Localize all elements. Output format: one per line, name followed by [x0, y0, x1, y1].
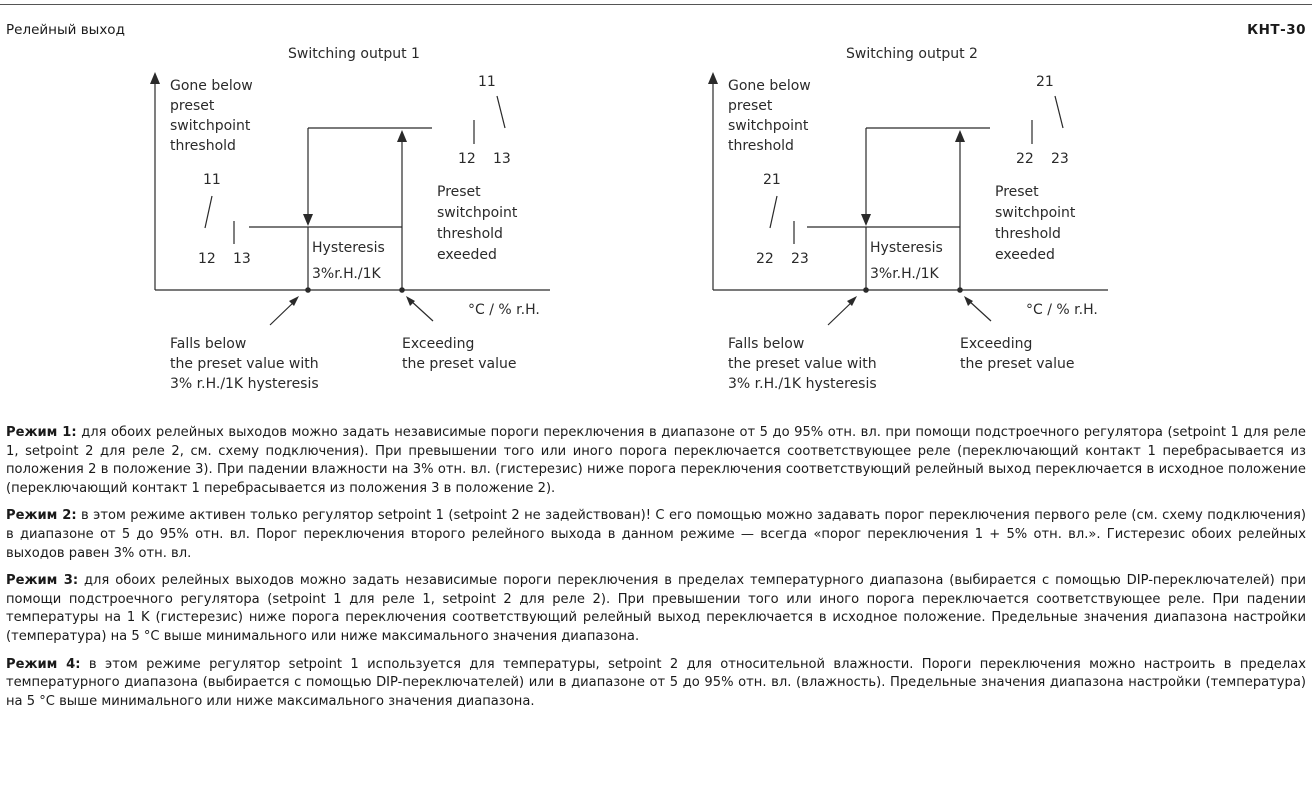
gone-below-line-1: Gone below — [170, 78, 253, 94]
mode-paragraph-1: Режим 1: для обоих релейных выходов можн… — [6, 424, 1306, 498]
contact-switch-right — [1054, 95, 1064, 129]
preset-exceeded-line-4: exeeded — [437, 247, 497, 263]
falling-edge-arrow — [303, 214, 313, 226]
falls-below-line-1: Falls below — [170, 336, 246, 352]
preset-exceeded-line-3: threshold — [437, 226, 503, 242]
contact-a-right: 12 — [458, 151, 476, 167]
hysteresis-value: 3%r.H./1K — [870, 266, 939, 282]
mode-label: Режим 2: — [6, 508, 77, 524]
exceeding-line-2: the preset value — [960, 356, 1074, 372]
mode-text: для обоих релейных выходов можно задать … — [6, 573, 1306, 644]
gone-below-line-3: switchpoint — [728, 118, 809, 134]
contact-switch-left — [769, 195, 778, 229]
gone-below-line-4: threshold — [728, 138, 794, 154]
axis-label: °C / % r.H. — [1026, 302, 1098, 318]
y-axis-arrow — [708, 72, 718, 84]
axis-label: °C / % r.H. — [468, 302, 540, 318]
gone-below-line-4: threshold — [170, 138, 236, 154]
exceed-pointer-arrow — [964, 296, 973, 306]
contact-b-right: 23 — [1051, 151, 1069, 167]
y-axis-arrow — [150, 72, 160, 84]
rising-edge-arrow — [955, 130, 965, 142]
hysteresis-label: Hysteresis — [312, 240, 385, 256]
rising-edge-arrow — [397, 130, 407, 142]
falls-below-line-1: Falls below — [728, 336, 804, 352]
preset-exceeded-line-2: switchpoint — [437, 205, 518, 221]
contact-common-right: 11 — [478, 74, 496, 90]
falls-below-line-3: 3% r.H./1K hysteresis — [170, 376, 319, 392]
mode-descriptions: Режим 1: для обоих релейных выходов можн… — [6, 424, 1306, 720]
contact-b-left: 13 — [233, 251, 251, 267]
top-rule — [0, 4, 1312, 5]
exceed-pointer-arrow — [406, 296, 415, 306]
preset-exceeded-line-4: exeeded — [995, 247, 1055, 263]
exceed-pointer-line — [967, 299, 992, 322]
preset-exceeded-line-2: switchpoint — [995, 205, 1076, 221]
contact-switch-right — [496, 95, 506, 129]
exceeding-line-1: Exceeding — [960, 336, 1032, 352]
contact-a-right: 22 — [1016, 151, 1034, 167]
exceed-pointer-line — [409, 299, 434, 322]
gone-below-line-3: switchpoint — [170, 118, 251, 134]
mode-text: для обоих релейных выходов можно задать … — [6, 425, 1306, 496]
contact-b-right: 13 — [493, 151, 511, 167]
upper-switch-point — [399, 287, 405, 293]
diagram-title: Switching output 2 — [846, 46, 978, 62]
exceeding-line-1: Exceeding — [402, 336, 474, 352]
section-title: Релейный выход — [6, 22, 125, 38]
switching-diagram-2: Switching output 2 °C / % r.H. Gone belo… — [708, 46, 1108, 392]
falling-edge-arrow — [861, 214, 871, 226]
mode-label: Режим 1: — [6, 425, 77, 440]
lower-switch-point — [305, 287, 311, 293]
falls-pointer-line — [827, 299, 855, 326]
contact-a-left: 22 — [756, 251, 774, 267]
mode-label: Режим 3: — [6, 573, 79, 589]
gone-below-line-2: preset — [728, 98, 773, 114]
preset-exceeded-line-1: Preset — [437, 184, 481, 200]
falls-pointer-line — [269, 299, 297, 326]
upper-switch-point — [957, 287, 963, 293]
falls-below-line-2: the preset value with — [728, 356, 877, 372]
lower-switch-point — [863, 287, 869, 293]
gone-below-line-1: Gone below — [728, 78, 811, 94]
falls-pointer-arrow — [289, 296, 299, 306]
preset-exceeded-line-3: threshold — [995, 226, 1061, 242]
mode-paragraph-2: Режим 2: в этом режиме активен только ре… — [6, 507, 1306, 563]
mode-paragraph-3: Режим 3: для обоих релейных выходов можн… — [6, 572, 1306, 646]
mode-paragraph-4: Режим 4: в этом режиме регулятор setpoin… — [6, 656, 1306, 712]
product-code: КНТ-30 — [1247, 22, 1306, 38]
mode-text: в этом режиме регулятор setpoint 1 испол… — [6, 656, 1306, 709]
contact-common-left: 21 — [763, 172, 781, 188]
hysteresis-value: 3%r.H./1K — [312, 266, 381, 282]
exceeding-line-2: the preset value — [402, 356, 516, 372]
mode-text: в этом режиме активен только регулятор s… — [6, 508, 1306, 561]
contact-switch-left — [204, 195, 213, 229]
falls-below-line-2: the preset value with — [170, 356, 319, 372]
contact-common-left: 11 — [203, 172, 221, 188]
falls-pointer-arrow — [847, 296, 857, 306]
gone-below-line-2: preset — [170, 98, 215, 114]
diagram-title: Switching output 1 — [288, 46, 420, 62]
mode-label: Режим 4: — [6, 656, 81, 672]
contact-a-left: 12 — [198, 251, 216, 267]
hysteresis-label: Hysteresis — [870, 240, 943, 256]
switching-diagram-1: Switching output 1 °C / % r.H. Gone belo… — [150, 46, 550, 392]
preset-exceeded-line-1: Preset — [995, 184, 1039, 200]
contact-b-left: 23 — [791, 251, 809, 267]
contact-common-right: 21 — [1036, 74, 1054, 90]
falls-below-line-3: 3% r.H./1K hysteresis — [728, 376, 877, 392]
